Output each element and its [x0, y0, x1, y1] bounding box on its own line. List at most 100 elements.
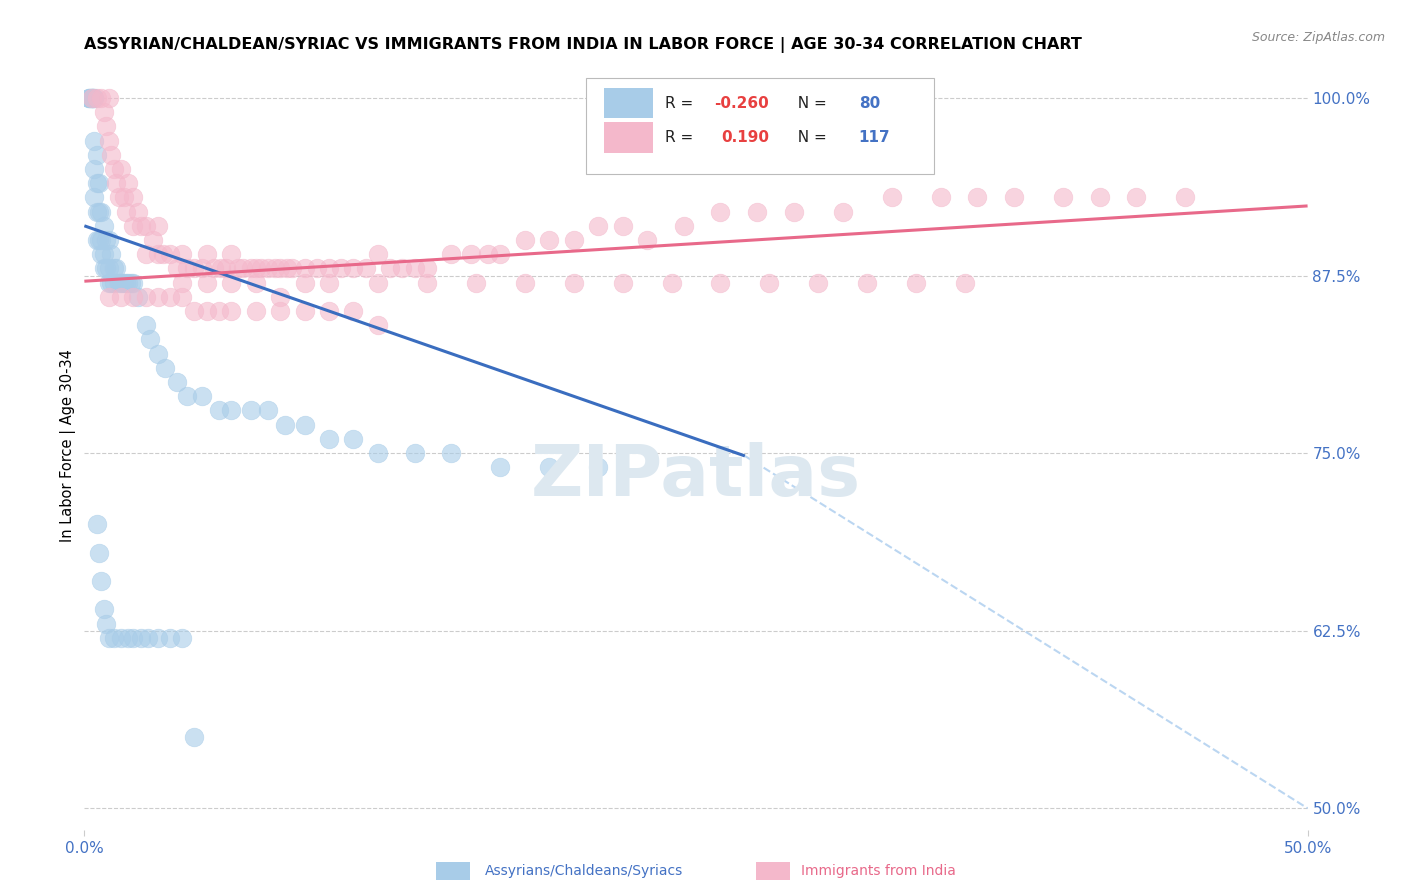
Point — [245, 276, 267, 290]
Point — [276, 261, 298, 276]
Point — [122, 219, 145, 233]
Point — [966, 190, 988, 204]
Point — [367, 318, 389, 333]
Point — [391, 261, 413, 276]
Point — [80, 91, 103, 105]
Point — [489, 247, 512, 261]
Point — [103, 276, 125, 290]
Point — [110, 631, 132, 645]
Point — [117, 276, 139, 290]
Point — [367, 247, 389, 261]
Point — [249, 261, 271, 276]
Text: 0.190: 0.190 — [721, 130, 769, 145]
Point — [831, 204, 853, 219]
Point — [208, 403, 231, 417]
Point — [612, 219, 634, 233]
Point — [612, 276, 634, 290]
Point — [115, 204, 138, 219]
Point — [195, 304, 218, 318]
Point — [538, 233, 561, 247]
Point — [380, 261, 402, 276]
Point — [747, 204, 769, 219]
Point — [135, 290, 157, 304]
Point — [880, 190, 903, 204]
Point — [440, 446, 463, 460]
Point — [342, 432, 364, 446]
Point — [281, 261, 304, 276]
Point — [1052, 190, 1074, 204]
Point — [232, 261, 254, 276]
Point — [110, 276, 132, 290]
Point — [103, 161, 125, 176]
Point — [416, 276, 439, 290]
Point — [219, 304, 242, 318]
Point — [586, 219, 609, 233]
Point — [166, 261, 188, 276]
Point — [783, 204, 806, 219]
Point — [135, 318, 157, 333]
Point — [127, 204, 149, 219]
Point — [96, 261, 118, 276]
Point — [96, 616, 118, 631]
Point — [97, 134, 120, 148]
Point — [146, 290, 169, 304]
Point — [172, 276, 194, 290]
Point — [86, 148, 108, 162]
Point — [90, 247, 112, 261]
Point — [318, 261, 340, 276]
Point — [77, 91, 100, 105]
Point — [538, 460, 561, 475]
Point — [183, 304, 205, 318]
Point — [294, 276, 316, 290]
Point — [86, 176, 108, 190]
Point — [146, 346, 169, 360]
Text: Source: ZipAtlas.com: Source: ZipAtlas.com — [1251, 31, 1385, 45]
Point — [342, 261, 364, 276]
Text: Immigrants from India: Immigrants from India — [801, 863, 956, 878]
Point — [87, 176, 110, 190]
Point — [159, 290, 181, 304]
Point — [136, 631, 159, 645]
Point — [176, 389, 198, 403]
Point — [97, 631, 120, 645]
Point — [107, 190, 129, 204]
Point — [90, 204, 112, 219]
Point — [146, 219, 169, 233]
Point — [135, 219, 157, 233]
Point — [77, 91, 100, 105]
Point — [146, 631, 169, 645]
Point — [117, 176, 139, 190]
Point — [440, 247, 463, 261]
Point — [87, 545, 110, 559]
Point — [105, 176, 128, 190]
Point — [83, 91, 105, 105]
Point — [100, 247, 122, 261]
Point — [86, 91, 108, 105]
Point — [96, 233, 118, 247]
Point — [219, 403, 242, 417]
Point — [477, 247, 499, 261]
Point — [416, 261, 439, 276]
Text: 117: 117 — [859, 130, 890, 145]
Point — [93, 602, 115, 616]
Point — [83, 134, 105, 148]
Point — [269, 261, 291, 276]
Point — [269, 290, 291, 304]
Point — [139, 333, 162, 347]
Point — [159, 247, 181, 261]
Point — [153, 360, 176, 375]
Point — [807, 276, 830, 290]
Point — [83, 161, 105, 176]
Point — [239, 261, 262, 276]
Point — [367, 276, 389, 290]
Point — [318, 304, 340, 318]
Point — [135, 247, 157, 261]
Point — [318, 276, 340, 290]
Point — [83, 190, 105, 204]
Point — [80, 91, 103, 105]
Point — [127, 290, 149, 304]
Point — [330, 261, 353, 276]
Point — [245, 304, 267, 318]
Point — [172, 631, 194, 645]
Point — [195, 276, 218, 290]
